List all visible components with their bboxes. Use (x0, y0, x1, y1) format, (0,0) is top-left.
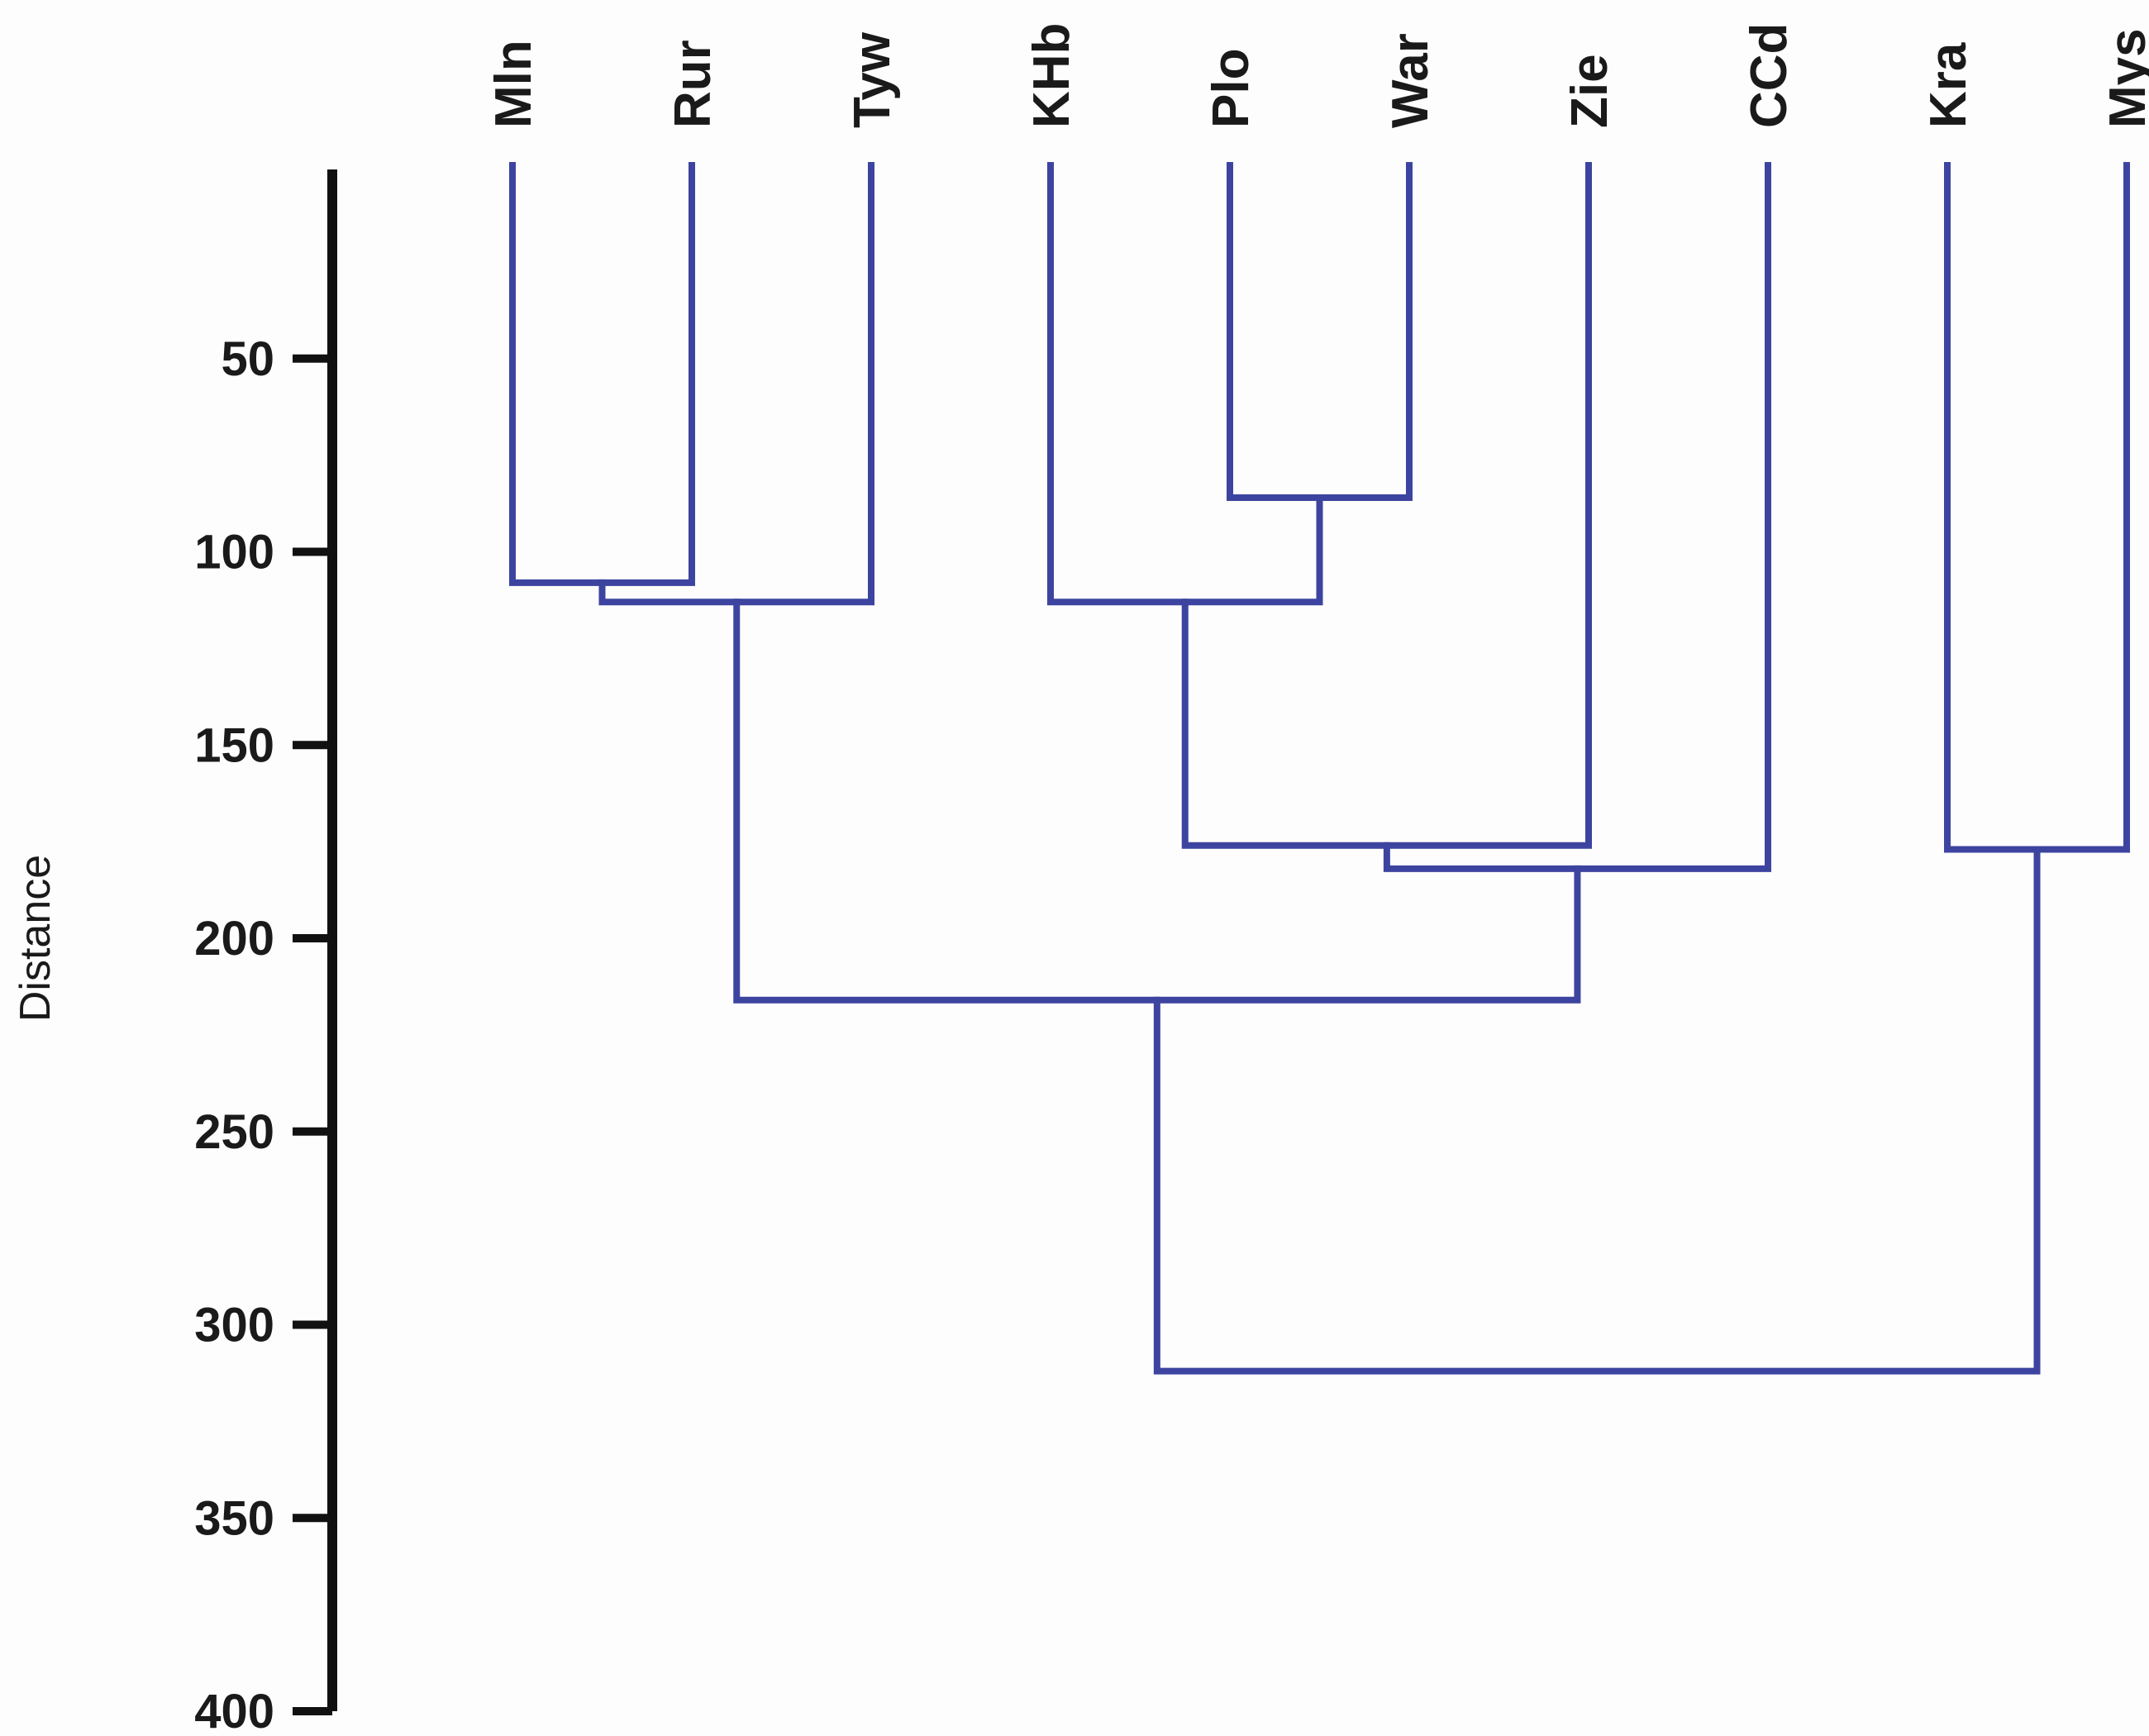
y-tick-label: 400 (194, 1685, 274, 1736)
dendrogram-link (733, 599, 1581, 1004)
y-tick-label: 350 (194, 1491, 274, 1545)
leaf-label: Tyw (844, 31, 901, 128)
dendrogram-link (1944, 162, 2130, 853)
leaf-labels: Mln Rur Tyw KHb Plo War Zie CCd Kra Mys (485, 23, 2149, 128)
leaf-label: Rur (665, 40, 722, 128)
dendrogram-link (1047, 162, 1323, 606)
y-tick-label: 150 (194, 718, 274, 772)
dendrogram-link (509, 162, 695, 586)
leaf-label: CCd (1741, 23, 1798, 128)
dendrogram-link (1227, 162, 1413, 502)
leaf-label: Mys (2099, 28, 2149, 128)
y-tick-label: 50 (221, 332, 274, 386)
dendrogram-link (1383, 162, 1771, 872)
leaf-label: War (1382, 33, 1439, 128)
dendrogram-links (509, 162, 2130, 1375)
dendrogram-link (1153, 846, 2041, 1375)
y-tick-label: 250 (194, 1105, 274, 1159)
y-axis-ticks: 50 100 150 200 250 300 350 400 (194, 332, 332, 1736)
dendrogram-link (1181, 162, 1592, 849)
leaf-label: Kra (1920, 42, 1977, 128)
leaf-label: Mln (485, 40, 542, 128)
y-axis-title: Distance (12, 855, 60, 1022)
leaf-label: Zie (1561, 54, 1618, 128)
y-tick-label: 100 (194, 526, 274, 579)
y-tick-label: 300 (194, 1299, 274, 1352)
dendrogram-link (598, 162, 874, 606)
y-tick-label: 200 (194, 912, 274, 966)
leaf-label: KHb (1023, 23, 1080, 128)
leaf-label: Plo (1203, 49, 1260, 128)
